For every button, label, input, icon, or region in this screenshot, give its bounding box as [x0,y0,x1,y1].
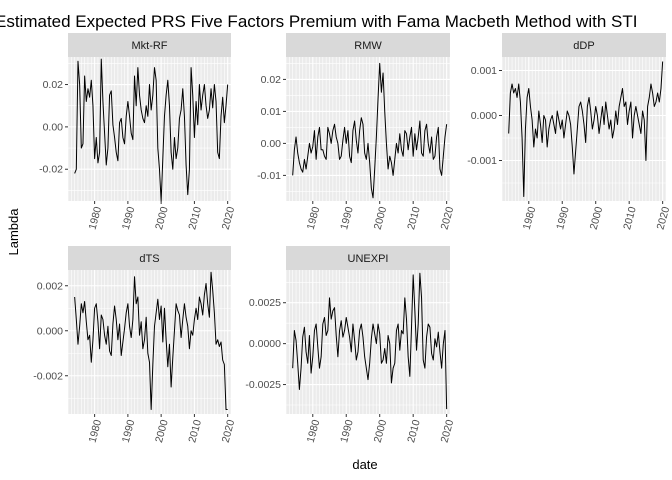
y-tick-label: 0.01 [261,106,282,118]
panel-background [286,270,450,414]
y-tick-label: 0.000 [37,325,63,337]
x-tick-label: 1990 [554,205,572,231]
facet-dts: dTS 1980 1990 2000 2010 2020 0.002 0.000 -0.002 [33,246,237,444]
y-tick-label: 0.0000 [249,338,281,350]
x-tick-label: 2000 [153,418,171,444]
panel-background [286,57,450,201]
x-tick-label: 1980 [521,205,539,231]
facet-strip [286,33,450,57]
facet-panels: Mkt-RF 1980 1990 2000 2010 2020 0.02 0.00 -0.02 R… [33,33,672,444]
x-tick-label: 2020 [220,205,238,231]
y-tick-label: -0.0025 [245,379,281,391]
x-tick-label: 1990 [120,205,138,231]
x-tick-label: 1980 [305,418,323,444]
x-tick-label: 2020 [439,418,457,444]
y-tick-label: 0.02 [261,74,282,86]
series-line [292,272,448,410]
y-tick-label: 0.00 [261,138,282,150]
x-tick-label: 2020 [655,205,672,231]
series-line [292,62,448,199]
y-axis-title: Lambda [6,208,21,256]
facet-strip-label: dTS [139,253,159,265]
facet-rmw: RMW 1980 1990 2000 2010 2020 0.02 0.01 0.00 -0.01 [257,33,456,231]
facet-mkt-rf: Mkt-RF 1980 1990 2000 2010 2020 0.02 0.00 -0.02 [39,33,237,231]
series-line [74,271,228,410]
y-tick-label: -0.01 [257,170,281,182]
y-tick-label: 0.002 [37,280,63,292]
x-tick-label: 2000 [153,205,171,231]
y-tick-label: 0.02 [43,79,64,91]
facet-strip [502,33,666,57]
facet-ddp: dDP 1980 1990 2000 2010 2020 0.001 0.000 -0.001 [467,33,672,231]
x-tick-label: 2010 [621,205,639,231]
x-axis-title: date [352,457,377,472]
chart-title: Estimated Expected PRS Five Factors Prem… [0,12,637,31]
facet-strip-label: RMW [354,40,382,52]
x-tick-label: 2000 [372,418,390,444]
x-tick-label: 1990 [338,418,356,444]
facet-strip-label: dDP [573,40,594,52]
x-tick-label: 1980 [87,418,105,444]
series-line [508,61,664,197]
x-tick-label: 2010 [186,418,204,444]
series-line [74,58,229,202]
y-tick-label: -0.001 [467,155,497,167]
x-tick-label: 2000 [372,205,390,231]
x-tick-label: 2010 [405,205,423,231]
y-tick-label: 0.0025 [249,297,281,309]
facet-strip-label: Mkt-RF [131,40,167,52]
facet-unexpi: UNEXPI 1980 1990 2000 2010 2020 0.0025 0.0000 -0… [245,246,456,444]
x-tick-label: 1990 [120,418,138,444]
y-tick-label: 0.001 [471,65,497,77]
facet-strip [286,246,450,270]
y-tick-label: -0.002 [33,370,63,382]
x-tick-label: 1980 [87,205,105,231]
facet-strip-label: UNEXPI [348,253,389,265]
y-tick-label: 0.00 [43,121,64,133]
facet-strip [68,33,231,57]
x-tick-label: 2010 [405,418,423,444]
y-tick-label: -0.02 [39,164,63,176]
panel-background [68,57,231,201]
facet-strip [68,246,231,270]
x-tick-label: 2020 [439,205,457,231]
x-tick-label: 1980 [305,205,323,231]
x-tick-label: 2020 [220,418,238,444]
x-tick-label: 1990 [338,205,356,231]
panel-background [68,270,231,414]
y-tick-label: 0.000 [471,110,497,122]
x-tick-label: 2000 [588,205,606,231]
x-tick-label: 2010 [186,205,204,231]
